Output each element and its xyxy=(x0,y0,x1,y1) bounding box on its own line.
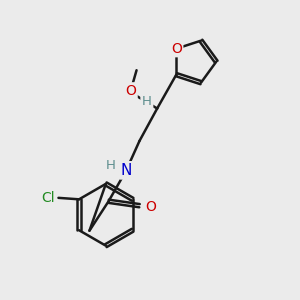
Text: H: H xyxy=(142,94,152,108)
Text: N: N xyxy=(121,163,132,178)
Text: H: H xyxy=(106,159,116,172)
Text: Cl: Cl xyxy=(41,191,55,205)
Text: O: O xyxy=(171,42,182,56)
Text: O: O xyxy=(145,200,156,214)
Text: O: O xyxy=(125,84,136,98)
